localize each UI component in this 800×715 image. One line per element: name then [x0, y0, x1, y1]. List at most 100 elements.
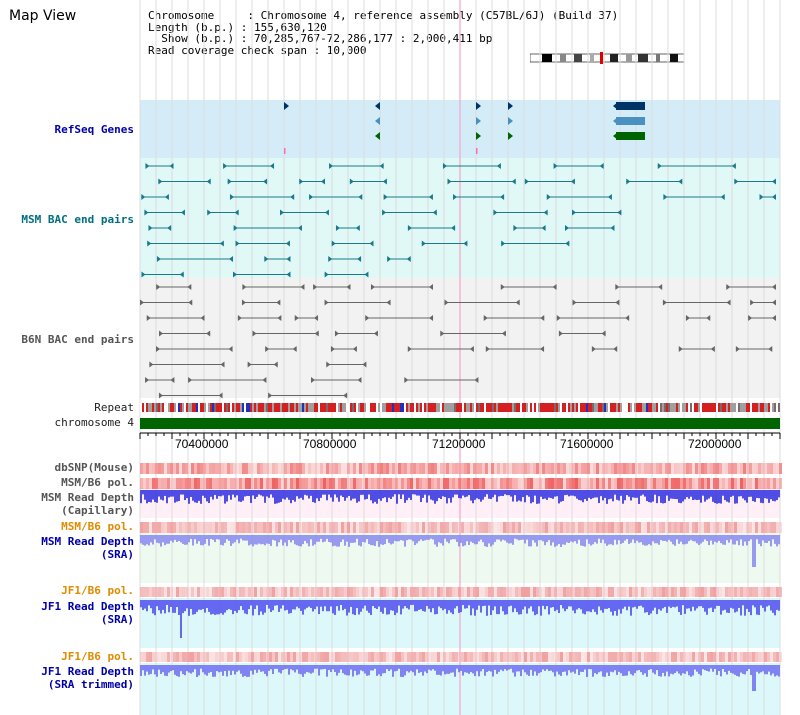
jf1-sra-depth-bar	[240, 600, 242, 607]
msm-pol2-cell	[674, 522, 677, 533]
dbsnp-cell	[758, 463, 761, 474]
repeat-segment	[746, 403, 748, 412]
jf1-trim-depth-bar	[434, 665, 436, 671]
msm-bac-pair-end-icon	[511, 178, 516, 185]
jf1-pol2-cell	[191, 652, 194, 662]
dbsnp-cell	[440, 463, 443, 474]
b6n-bac-pair-end-icon	[469, 346, 474, 352]
track-label-refseq[interactable]: RefSeq Genes	[54, 123, 134, 136]
msm-sra-depth-bar	[556, 535, 558, 546]
jf1-sra-depth-bar	[746, 600, 748, 609]
dbsnp-cell	[494, 463, 497, 474]
track-label-msm-b6-pol-2[interactable]: MSM/B6 pol.	[61, 520, 134, 533]
b6n-bac-pair-end-icon	[678, 346, 683, 352]
jf1-pol2-cell	[305, 652, 308, 662]
jf1-pol2-cell	[218, 652, 221, 662]
dbsnp-cell	[434, 463, 437, 474]
jf1-sra-depth-bar	[322, 600, 324, 612]
jf1-pol-cell	[185, 587, 188, 597]
dbsnp-cell	[458, 463, 461, 474]
repeat-segment	[758, 403, 760, 412]
jf1-sra-depth-bar	[698, 600, 700, 607]
jf1-pol-cell	[740, 587, 743, 597]
jf1-trim-depth-bar	[500, 665, 502, 670]
jf1-sra-depth-bar	[600, 600, 602, 611]
repeat-segment	[430, 403, 432, 412]
jf1-trim-depth-bar	[648, 665, 650, 670]
msm-cap-depth-bar	[366, 490, 368, 499]
repeat-segment	[276, 403, 278, 412]
repeat-segment	[594, 403, 596, 412]
msm-pol2-cell	[521, 522, 524, 533]
chromosome-ideogram[interactable]	[530, 52, 684, 64]
jf1-sra-depth-bar	[340, 600, 342, 605]
jf1-pol-cell	[530, 587, 533, 597]
jf1-sra-depth-bar	[520, 600, 522, 615]
jf1-trim-depth-bar	[438, 665, 440, 675]
repeat-segment	[526, 403, 528, 412]
jf1-pol2-cell	[560, 652, 563, 662]
msm-cap-depth-bar	[216, 490, 218, 499]
jf1-sra-depth-bar	[648, 600, 650, 616]
track-label-jf1-b6-pol-1[interactable]: JF1/B6 pol.	[61, 584, 134, 597]
track-label-line: (SRA)	[100, 613, 134, 626]
track-label-msm-bac[interactable]: MSM BAC end pairs	[21, 213, 134, 226]
dbsnp-cell	[227, 463, 230, 474]
jf1-sra-depth-bar	[522, 600, 524, 610]
msm-bac-pair-end-icon	[772, 178, 776, 185]
jf1-pol-cell	[551, 587, 554, 597]
repeat-segment	[314, 403, 316, 412]
jf1-trim-depth-bar	[466, 665, 468, 673]
jf1-pol-cell	[149, 587, 152, 597]
track-label-b6n-bac[interactable]: B6N BAC end pairs	[21, 333, 134, 346]
repeat-segment	[382, 403, 384, 412]
track-label-msm-b6-pol-1[interactable]: MSM/B6 pol.	[61, 476, 134, 489]
jf1-sra-depth-bar	[730, 600, 732, 608]
b6n-bac-pair-end-icon	[552, 284, 557, 290]
jf1-pol2-cell	[728, 652, 731, 662]
track-label-msm-depth-sra[interactable]: MSM Read Depth (SRA)	[41, 535, 134, 561]
jf1-sra-depth-bar	[512, 600, 514, 613]
b6n-bac-pair-end-icon	[362, 361, 367, 368]
msm-sra-depth-bar	[476, 535, 478, 545]
b6n-bac-pair-end-icon	[188, 299, 193, 306]
jf1-pol2-cell	[371, 652, 374, 662]
jf1-trim-depth-bar	[600, 665, 602, 672]
track-label-jf1-depth-sra[interactable]: JF1 Read Depth (SRA)	[41, 600, 134, 626]
msm-pol2-cell	[338, 522, 341, 533]
jf1-pol2-cell	[254, 652, 257, 662]
msm-cap-depth-bar	[260, 490, 262, 496]
jf1-trim-depth-bar	[734, 665, 736, 675]
dbsnp-cell	[353, 463, 356, 474]
jf1-sra-depth-bar	[360, 600, 362, 612]
msm-sra-depth-bar	[544, 535, 546, 546]
track-label-jf1-b6-pol-2[interactable]: JF1/B6 pol.	[61, 650, 134, 663]
msm-pol2-cell	[287, 522, 290, 533]
jf1-trim-depth-bar	[178, 665, 180, 677]
msm-sra-depth-bar	[284, 535, 286, 543]
jf1-sra-depth-bar	[702, 600, 704, 608]
msm-bac-pair-end-icon	[406, 256, 411, 262]
track-label-jf1-depth-trimmed[interactable]: JF1 Read Depth (SRA trimmed)	[41, 665, 134, 691]
jf1-trim-depth-bar	[446, 665, 448, 674]
msm-sra-depth-bar	[372, 535, 374, 546]
msm-bac-pair-end-icon	[355, 225, 360, 231]
repeat-segment	[406, 403, 408, 412]
msm-sra-depth-bar	[682, 535, 684, 545]
repeat-segment	[488, 403, 490, 412]
repeat-segment	[368, 403, 370, 412]
jf1-sra-depth-bar	[668, 600, 670, 607]
track-label-msm-depth-capillary[interactable]: MSM Read Depth (Capillary)	[41, 491, 134, 517]
jf1-sra-depth-bar	[572, 600, 574, 611]
msm-pol2-cell	[419, 522, 422, 533]
track-label-dbsnp[interactable]: dbSNP(Mouse)	[54, 461, 134, 474]
msm-bac-pair-end-icon	[451, 225, 456, 231]
jf1-pol-cell	[773, 587, 776, 597]
msm-sra-depth-bar	[602, 535, 604, 540]
repeat-segment	[724, 403, 726, 412]
dbsnp-cell	[566, 463, 569, 474]
msm-sra-depth-bar	[622, 535, 624, 543]
jf1-pol2-cell	[317, 652, 320, 662]
jf1-sra-depth-bar	[560, 600, 562, 606]
